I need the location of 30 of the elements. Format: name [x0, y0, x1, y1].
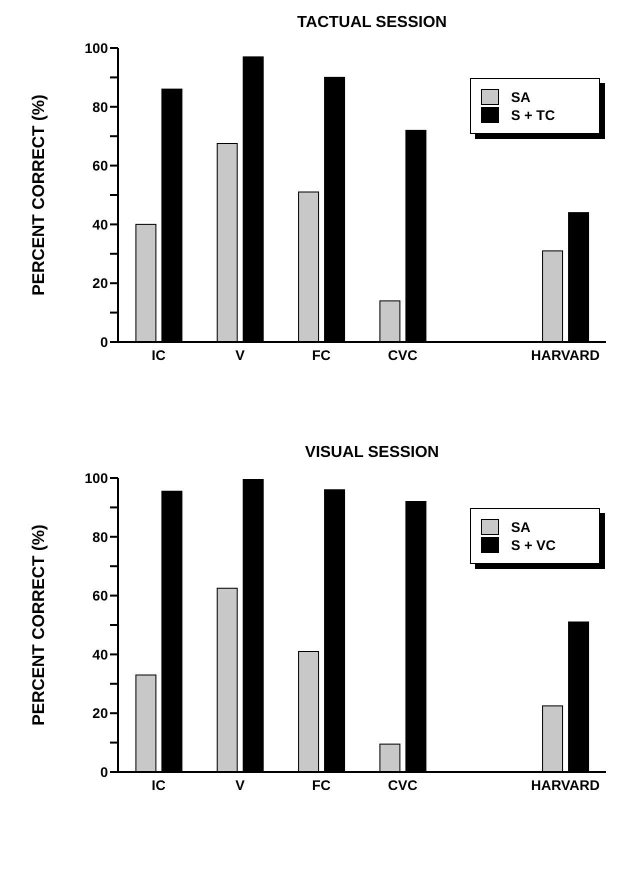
y-tick-label: 40	[92, 216, 108, 232]
legend-label: SA	[511, 89, 530, 105]
x-tick-label: FC	[312, 776, 331, 793]
x-tick-label: V	[235, 776, 246, 793]
y-tick-label: 60	[92, 158, 108, 174]
x-tick-label: HARVARD	[530, 776, 600, 793]
y-tick-label: 80	[92, 528, 108, 545]
x-tick-label: V	[235, 346, 246, 363]
x-tick-label: CVC	[388, 776, 418, 793]
y-tick-label: 100	[84, 40, 108, 56]
y-tick-label: 80	[92, 98, 108, 115]
y-axis-title: PERCENT CORRECT (%)	[29, 94, 48, 296]
chart-title: TACTUAL SESSION	[296, 13, 448, 33]
y-tick-label: 20	[92, 275, 108, 292]
legend-label: SA	[511, 519, 530, 535]
legend-label: S + VC	[511, 537, 556, 553]
x-tick-label: IC	[152, 776, 166, 793]
legend-label: S + TC	[511, 107, 555, 123]
y-tick-label: 40	[92, 646, 108, 662]
y-tick-label: 0	[100, 764, 108, 780]
y-tick-label: 0	[100, 334, 108, 350]
x-tick-label: HARVARD	[530, 346, 600, 363]
chart-title: VISUAL SESSION	[304, 443, 440, 463]
y-tick-label: 100	[84, 470, 108, 486]
x-tick-label: IC	[152, 346, 166, 363]
x-tick-label: CVC	[388, 346, 418, 363]
y-axis-title: PERCENT CORRECT (%)	[29, 524, 48, 726]
x-tick-label: FC	[312, 346, 331, 363]
y-tick-label: 60	[92, 588, 108, 604]
y-tick-label: 20	[92, 705, 108, 722]
